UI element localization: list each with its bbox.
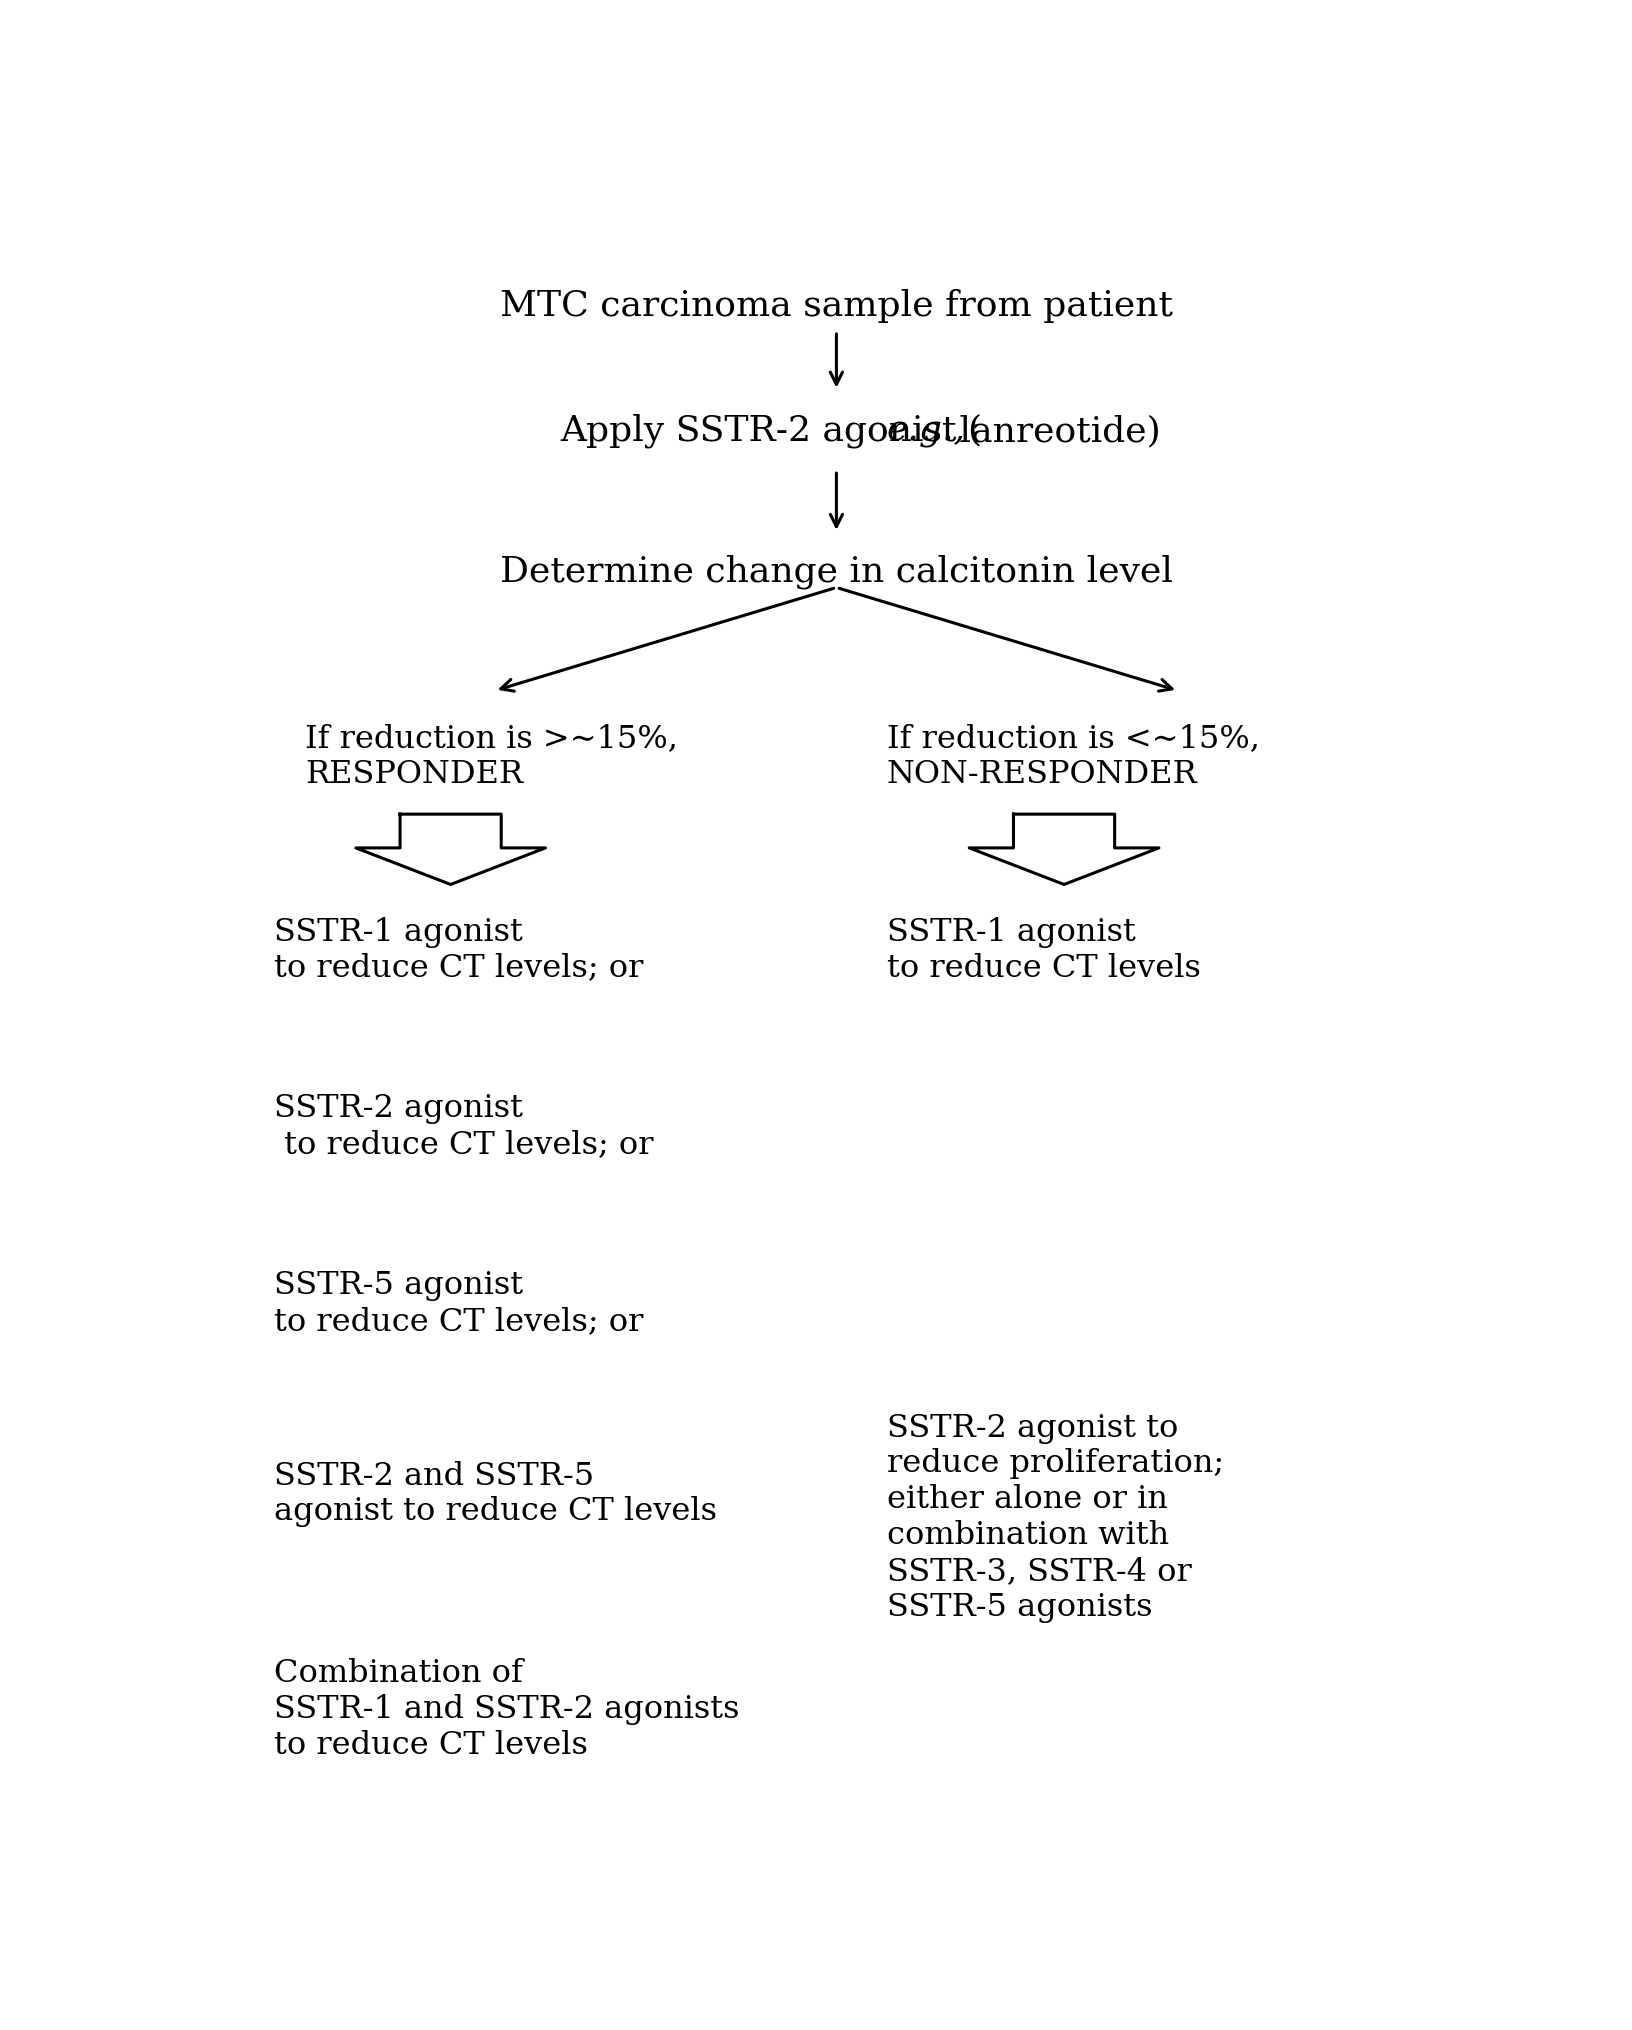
Text: lanreotide): lanreotide) <box>948 414 1160 449</box>
Text: If reduction is >∼15%,
RESPONDER: If reduction is >∼15%, RESPONDER <box>305 723 677 790</box>
Text: MTC carcinoma sample from patient: MTC carcinoma sample from patient <box>499 288 1173 323</box>
Text: Determine change in calcitonin level: Determine change in calcitonin level <box>499 554 1173 589</box>
Polygon shape <box>969 814 1159 885</box>
Text: SSTR-5 agonist
to reduce CT levels; or: SSTR-5 agonist to reduce CT levels; or <box>274 1271 643 1338</box>
Polygon shape <box>356 814 545 885</box>
Text: SSTR-2 agonist
 to reduce CT levels; or: SSTR-2 agonist to reduce CT levels; or <box>274 1094 653 1161</box>
Text: If reduction is <∼15%,
NON-RESPONDER: If reduction is <∼15%, NON-RESPONDER <box>888 723 1260 790</box>
Text: SSTR-1 agonist
to reduce CT levels: SSTR-1 agonist to reduce CT levels <box>888 918 1201 983</box>
Text: SSTR-1 agonist
to reduce CT levels; or: SSTR-1 agonist to reduce CT levels; or <box>274 918 643 983</box>
Text: SSTR-2 agonist to
reduce proliferation;
either alone or in
combination with
SSTR: SSTR-2 agonist to reduce proliferation; … <box>888 1413 1224 1622</box>
Text: Apply SSTR-2 agonist (: Apply SSTR-2 agonist ( <box>560 414 982 449</box>
Text: SSTR-2 and SSTR-5
agonist to reduce CT levels: SSTR-2 and SSTR-5 agonist to reduce CT l… <box>274 1462 716 1527</box>
Text: Combination of
SSTR-1 and SSTR-2 agonists
to reduce CT levels: Combination of SSTR-1 and SSTR-2 agonist… <box>274 1659 739 1762</box>
Text: e.g.,: e.g., <box>886 414 966 449</box>
